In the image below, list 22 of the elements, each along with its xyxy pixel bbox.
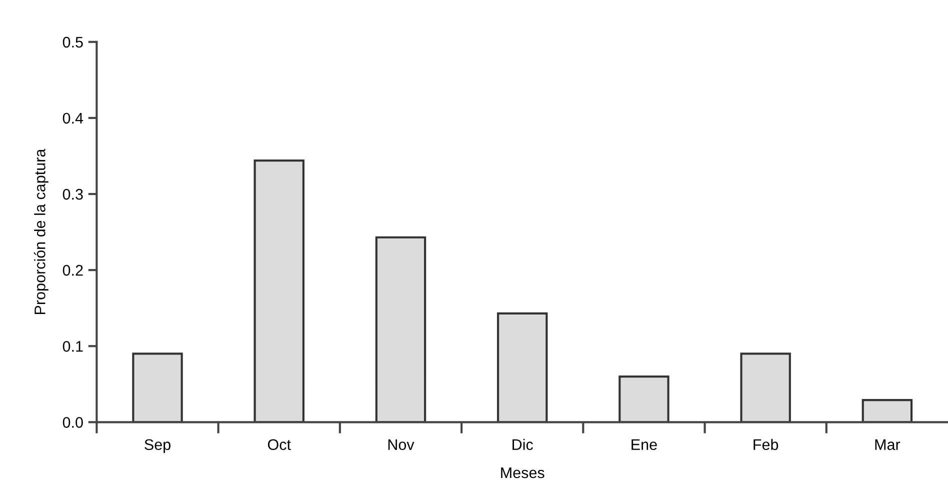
x-tick-label: Dic	[512, 438, 533, 450]
x-tick-label: Nov	[388, 439, 414, 450]
y-tick-label: 0.5	[62, 36, 83, 48]
bar	[618, 375, 670, 422]
x-tick-label: Feb	[754, 438, 778, 450]
bar	[740, 352, 791, 422]
y-axis-title: Proporción de la captura	[34, 148, 48, 314]
y-tick-label: 0.0	[62, 417, 83, 428]
y-tick-label: 0.4	[62, 112, 84, 124]
bar	[496, 312, 548, 422]
y-tick-label: 0.1	[62, 340, 83, 352]
y-tick-label: 0.3	[62, 188, 83, 200]
bar	[132, 352, 183, 422]
bar	[862, 399, 913, 422]
x-tick-label: Mar	[875, 439, 900, 450]
x-tick-label: Oct	[268, 439, 291, 450]
y-tick-label: 0.2	[62, 264, 83, 276]
x-axis-title: Meses	[501, 468, 544, 478]
x-tick-label: Ene	[632, 439, 657, 450]
bar	[254, 160, 304, 422]
bar	[375, 236, 426, 422]
x-tick-label: Sep	[144, 439, 170, 454]
